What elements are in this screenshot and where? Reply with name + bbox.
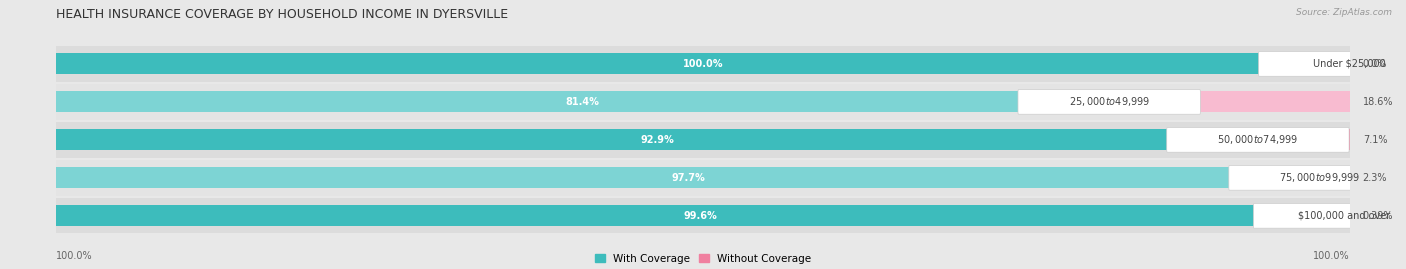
FancyBboxPatch shape bbox=[1167, 128, 1350, 152]
Bar bbox=[56, 46, 1350, 82]
Text: HEALTH INSURANCE COVERAGE BY HOUSEHOLD INCOME IN DYERSVILLE: HEALTH INSURANCE COVERAGE BY HOUSEHOLD I… bbox=[56, 8, 509, 21]
Bar bbox=[56, 198, 1350, 233]
Text: 0.0%: 0.0% bbox=[1362, 59, 1388, 69]
Text: $50,000 to $74,999: $50,000 to $74,999 bbox=[1218, 133, 1299, 146]
Bar bbox=[56, 206, 1344, 226]
Bar bbox=[56, 129, 1258, 150]
Bar bbox=[56, 167, 1320, 188]
Text: 100.0%: 100.0% bbox=[1313, 251, 1350, 261]
Bar bbox=[1109, 91, 1350, 112]
Bar bbox=[1258, 129, 1350, 150]
FancyBboxPatch shape bbox=[1253, 203, 1406, 228]
Bar bbox=[56, 54, 1350, 74]
Bar bbox=[1344, 206, 1350, 226]
Text: 100.0%: 100.0% bbox=[56, 251, 93, 261]
Text: Under $25,000: Under $25,000 bbox=[1313, 59, 1386, 69]
FancyBboxPatch shape bbox=[1229, 165, 1406, 190]
Text: 0.39%: 0.39% bbox=[1362, 211, 1393, 221]
Text: Source: ZipAtlas.com: Source: ZipAtlas.com bbox=[1296, 8, 1392, 17]
Bar bbox=[1320, 167, 1350, 188]
Text: $100,000 and over: $100,000 and over bbox=[1299, 211, 1391, 221]
Bar bbox=[56, 84, 1350, 119]
Text: 97.7%: 97.7% bbox=[671, 173, 704, 183]
Bar bbox=[56, 91, 1109, 112]
Text: 7.1%: 7.1% bbox=[1362, 135, 1388, 145]
Bar bbox=[56, 160, 1350, 196]
Text: 2.3%: 2.3% bbox=[1362, 173, 1388, 183]
Text: 100.0%: 100.0% bbox=[683, 59, 723, 69]
Text: $25,000 to $49,999: $25,000 to $49,999 bbox=[1069, 95, 1150, 108]
Bar bbox=[56, 122, 1350, 158]
Text: 18.6%: 18.6% bbox=[1362, 97, 1393, 107]
Legend: With Coverage, Without Coverage: With Coverage, Without Coverage bbox=[595, 254, 811, 264]
FancyBboxPatch shape bbox=[1258, 52, 1406, 76]
Text: 99.6%: 99.6% bbox=[683, 211, 717, 221]
FancyBboxPatch shape bbox=[1018, 90, 1201, 114]
Text: $75,000 to $99,999: $75,000 to $99,999 bbox=[1279, 171, 1361, 184]
Text: 92.9%: 92.9% bbox=[640, 135, 673, 145]
Text: 81.4%: 81.4% bbox=[565, 97, 599, 107]
